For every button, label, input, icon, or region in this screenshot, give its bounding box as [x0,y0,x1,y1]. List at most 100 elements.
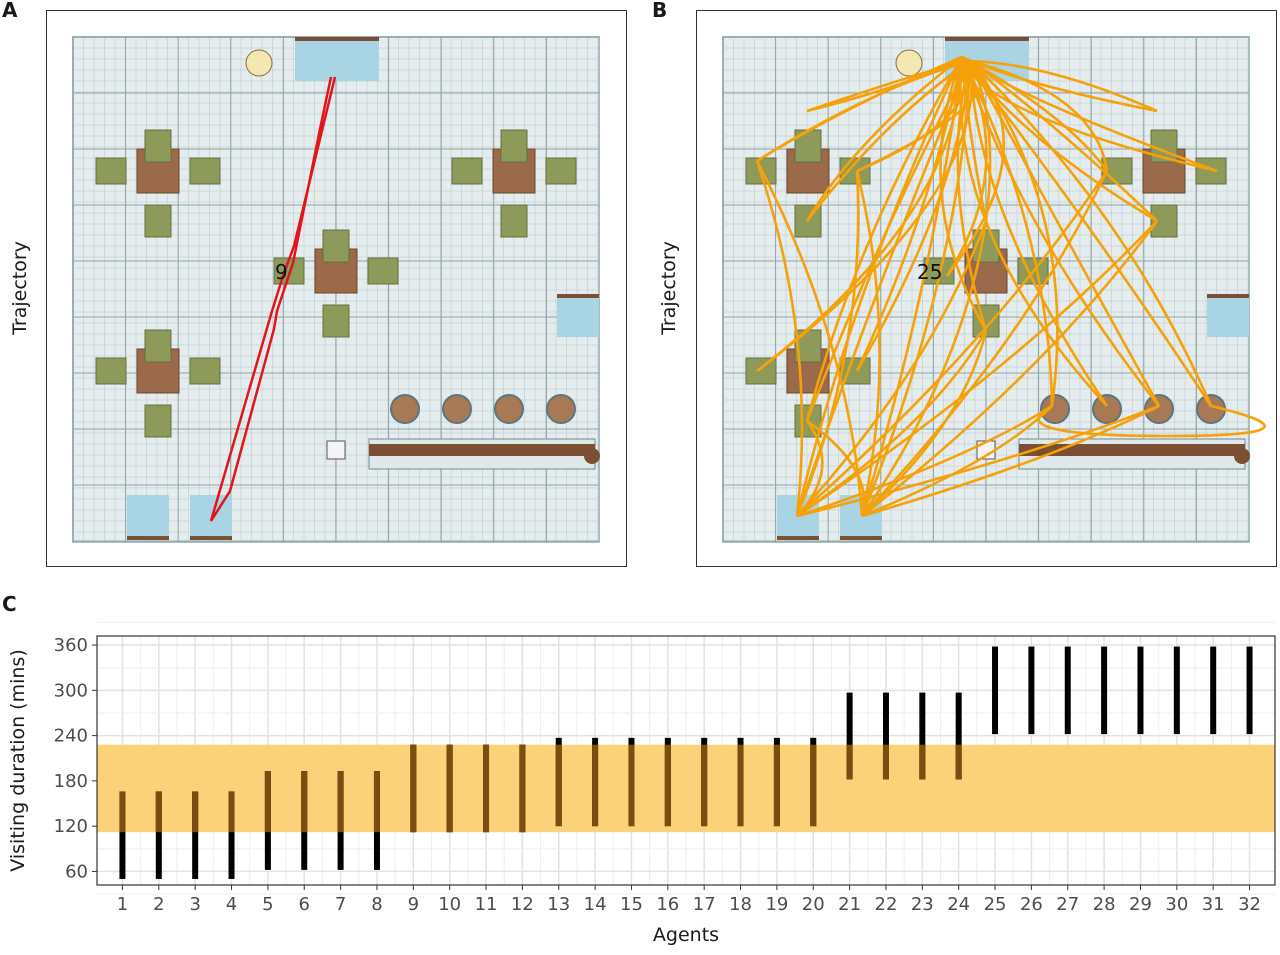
chair [95,357,127,385]
x-tick-label: 3 [189,894,200,915]
x-tick-label: 29 [1129,894,1152,915]
duration-bar-in-band [446,744,453,833]
duration-bar-in-band [519,744,526,833]
bar-stool [1144,394,1174,424]
door-exit [127,495,169,539]
x-tick-label: 19 [765,894,788,915]
panel-letter-b: B [652,0,668,22]
x-tick-label: 8 [371,894,382,915]
duration-bar [1028,646,1035,735]
duration-bar-in-band [919,744,926,780]
door-frame [777,536,819,540]
x-tick-label: 25 [984,894,1007,915]
duration-bar-in-band [773,744,780,827]
duration-bar [119,791,126,879]
trajectory-segment [756,60,973,373]
trajectory-segment [796,220,988,517]
panel-b-frame: 25 [696,10,1277,567]
duration-bar-in-band [483,744,490,833]
x-tick-label: 32 [1238,894,1261,915]
duration-bar-in-band [337,771,344,833]
x-tick-label: 1 [117,894,128,915]
duration-bar [1101,646,1108,735]
duration-bar [228,791,235,879]
bar-end [1234,448,1250,464]
x-tick-label: 10 [438,894,461,915]
duration-bar-in-band [628,744,635,827]
x-axis-label: Agents [653,924,719,946]
y-tick-label: 60 [65,861,88,882]
duration-bar-in-band [410,744,417,833]
x-tick-label: 4 [226,894,237,915]
trajectory-segment [755,160,864,517]
bar-stool [1092,394,1122,424]
duration-bar [992,646,999,735]
trajectory-segment [796,220,1158,518]
duration-bar [882,692,889,780]
trajectory-segment [861,220,1159,518]
trajectory-segment [968,60,1161,407]
duration-bar [1210,646,1217,735]
chair [144,329,172,363]
door-in [295,39,337,81]
trajectory-segment [806,419,866,517]
x-tick-label: 21 [838,894,861,915]
y-tick-label: 360 [54,635,88,656]
x-tick-label: 15 [620,894,643,915]
x-tick-label: 26 [1020,894,1043,915]
chair [1195,157,1227,185]
x-tick-label: 6 [299,894,310,915]
trajectory-segment [796,170,1109,517]
duration-bar-in-band [882,744,889,780]
door-frame [1207,294,1249,298]
panel-a-ylabel: Trajectory [9,241,31,335]
chair [144,204,172,238]
chair [322,229,350,263]
bar-stool [1040,394,1070,424]
door-frame [840,536,882,540]
trajectory-segment [755,160,804,517]
waiter [245,49,273,77]
x-tick-label: 20 [802,894,825,915]
y-tick-label: 300 [54,680,88,701]
trajectory-segment [860,220,988,517]
duration-bar-in-band [228,791,235,833]
duration-bar-in-band [955,744,962,780]
x-tick-label: 7 [335,894,346,915]
trajectory-segment [861,170,1109,517]
trajectory-segment [969,60,1213,407]
trajectory-segment [795,56,964,517]
chair [500,129,528,163]
agent-9-trajectory [209,76,337,522]
chair [144,129,172,163]
agent-id-label: 25 [917,260,942,284]
duration-bar [1137,646,1144,735]
panel-a-frame: 9 [46,10,627,567]
trajectory-segment [756,59,971,163]
panel-b-ylabel: Trajectory [658,241,680,335]
duration-bar [955,692,962,780]
trajectory-segment [969,59,1158,222]
duration-bar-in-band [155,791,162,833]
x-tick-label: 2 [153,894,164,915]
x-tick-label: 9 [408,894,419,915]
trajectory-segment [855,170,881,517]
door-frame [557,294,599,298]
door-frame [945,37,1029,41]
duration-bar-in-band [701,744,708,827]
panel-letter-a: A [2,0,18,22]
duration-bar-in-band [555,744,562,827]
chair [972,304,1000,338]
x-tick-label: 12 [511,894,534,915]
chair [189,357,221,385]
trajectory-segment [861,404,1160,518]
door-frame [295,37,379,41]
x-tick-label: 24 [947,894,970,915]
x-tick-label: 14 [584,894,607,915]
trajectory-segment [1037,404,1266,438]
chair [545,157,577,185]
x-tick-label: 28 [1093,894,1116,915]
trajectory-segment [796,420,824,517]
chair [367,257,399,285]
